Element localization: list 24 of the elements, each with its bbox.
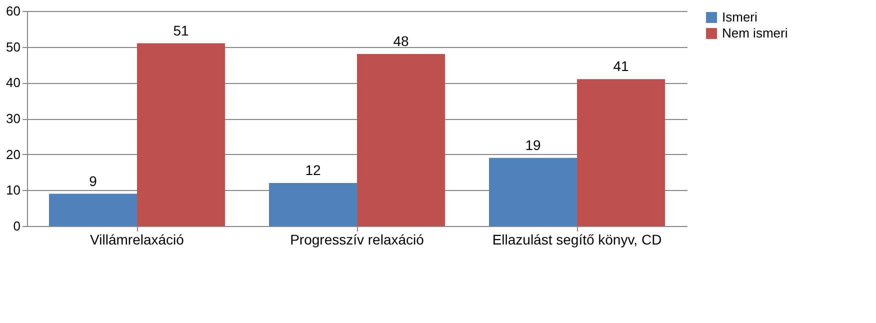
legend-label: Ismeri: [722, 10, 758, 24]
y-tick-label: 60: [6, 4, 20, 18]
legend-label: Nem ismeri: [722, 26, 788, 40]
bar: [357, 54, 445, 226]
y-tick-label: 10: [6, 182, 20, 198]
data-label: 9: [89, 172, 98, 189]
bar: [137, 43, 225, 226]
data-label: 51: [173, 22, 189, 38]
bar: [577, 79, 665, 226]
bar: [49, 194, 137, 226]
data-label: 48: [393, 33, 409, 49]
x-tick-label: Villámrelaxáció: [90, 232, 184, 248]
y-tick-label: 30: [6, 111, 20, 126]
y-tick-label: 0: [13, 218, 20, 234]
y-tick-label: 40: [6, 75, 20, 90]
x-tick-label: Ellazulást segítő könyv, CD: [492, 232, 662, 248]
data-label: 19: [525, 136, 541, 153]
bar: [269, 183, 357, 226]
y-tick-label: 50: [6, 39, 20, 54]
y-tick-label: 20: [6, 146, 20, 162]
data-label: 41: [613, 58, 629, 74]
x-tick-label: Progresszív relaxáció: [290, 232, 424, 248]
bar: [489, 158, 577, 226]
data-label: 12: [305, 162, 321, 178]
